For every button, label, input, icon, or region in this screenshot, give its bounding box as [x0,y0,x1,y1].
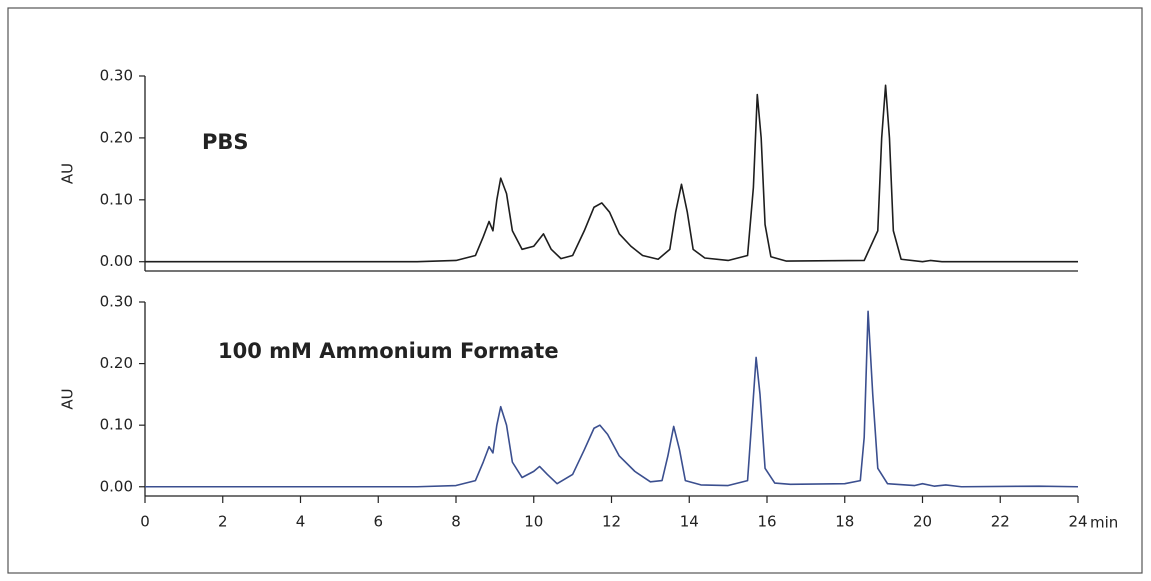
y-tick-label: 0.10 [100,416,133,434]
trace-label: PBS [202,130,249,154]
chromatogram-line [145,84,1078,263]
y-tick-label: 0.30 [100,293,133,311]
x-axis-label: min [1090,514,1118,532]
x-tick-label: 0 [140,513,150,531]
x-tick-label: 20 [913,513,932,531]
x-tick-label: 6 [373,513,383,531]
x-tick-label: 16 [757,513,776,531]
x-tick-label: 4 [296,513,306,531]
y-axis-label: AU [59,163,77,184]
y-tick-label: 0.10 [100,190,133,208]
y-tick-label: 0.20 [100,354,133,372]
x-tick-label: 8 [451,513,461,531]
x-tick-label: 18 [835,513,854,531]
y-tick-label: 0.30 [100,67,133,85]
x-tick-label: 22 [991,513,1010,531]
x-tick-label: 14 [680,513,699,531]
frame [7,7,1143,574]
y-tick-label: 0.20 [100,128,133,146]
chromatogram-line [145,310,1079,488]
x-tick-label: 10 [524,513,543,531]
x-tick-label: 24 [1068,513,1087,531]
x-tick-label: 2 [218,513,228,531]
y-tick-label: 0.00 [100,477,133,495]
x-tick-label: 12 [602,513,621,531]
y-tick-label: 0.00 [100,252,133,270]
trace-label: 100 mM Ammonium Formate [218,339,559,363]
y-axis-label: AU [59,388,77,409]
